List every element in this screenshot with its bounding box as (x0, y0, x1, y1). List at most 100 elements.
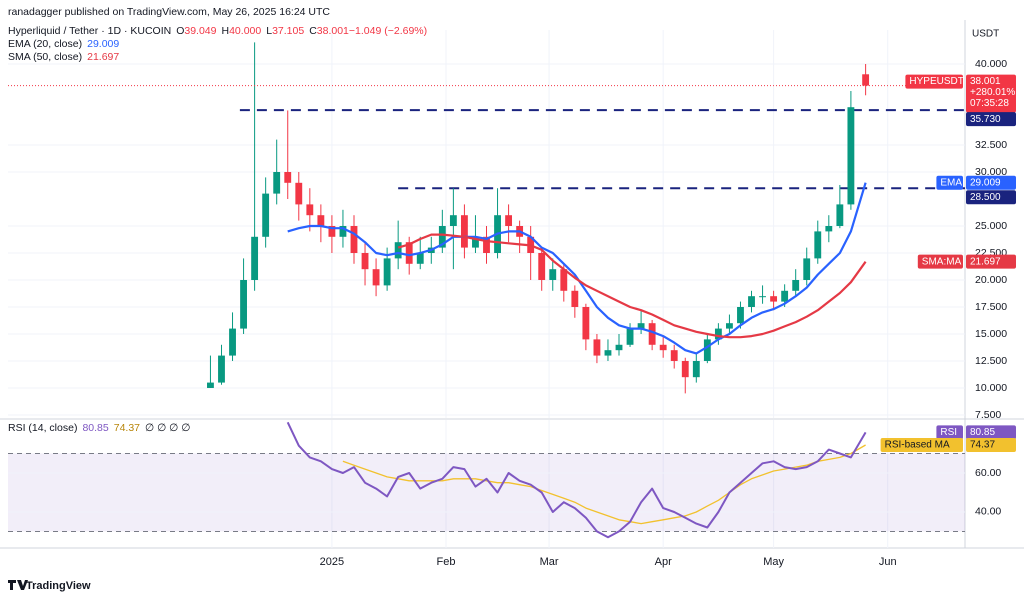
candle-body (218, 355, 225, 383)
y-tick-label: 40.000 (975, 58, 1007, 70)
series-tag-box (917, 254, 963, 269)
y-tick-label: 60.00 (975, 467, 1001, 479)
publisher: ranadagger published on TradingView.com,… (8, 6, 330, 18)
currency: USDT (972, 29, 999, 40)
candle-body (339, 225, 347, 237)
y-tick-label: 30.000 (975, 166, 1007, 178)
y-tick-label: 40.00 (975, 506, 1001, 518)
candle-body (438, 225, 446, 248)
last-price-name-box (905, 74, 963, 89)
quote-key: H (222, 25, 230, 37)
candle-body (847, 107, 855, 205)
candle-body (273, 172, 281, 194)
candle-body (383, 258, 391, 286)
level-label: 28.500 (970, 192, 1001, 203)
level-label-box (966, 112, 1016, 127)
candle-body (361, 252, 369, 270)
candle-body (681, 360, 689, 378)
y-tick-label: 17.500 (975, 301, 1007, 313)
candle-body (229, 328, 236, 356)
candle-body (814, 231, 822, 259)
candle-body (703, 339, 711, 361)
symbol-legend: Hyperliquid / Tether · 1D · KUCOIN O39.04… (8, 25, 427, 37)
series-legend: EMA (20, close) 29.009 (8, 38, 119, 50)
candle-body (604, 350, 612, 356)
level-label: 35.730 (970, 114, 1001, 125)
series-tag: EMA (940, 177, 962, 188)
candle-body (726, 323, 733, 329)
quote-value: 40.000 (229, 25, 261, 37)
candle-body (240, 279, 247, 329)
rsi-line (286, 421, 867, 539)
series-legend-value: 29.009 (87, 38, 119, 50)
candle-body (251, 236, 259, 280)
series-value-box (966, 254, 1016, 269)
y-tick-label: 15.000 (975, 328, 1007, 340)
y-tick-label: 25.000 (975, 220, 1007, 232)
rsi-ma-value-box (966, 437, 1016, 452)
candle-body (692, 360, 700, 378)
candle-body (350, 225, 358, 253)
rsi-band (8, 453, 965, 532)
candle-body (836, 204, 844, 226)
candle-body (770, 296, 778, 302)
candle-body (781, 290, 789, 302)
candle-body (659, 344, 667, 351)
candle-body (626, 328, 634, 345)
y-tick-label: 12.500 (975, 355, 1007, 367)
series-value: 29.009 (970, 177, 1001, 188)
candle-body (295, 182, 303, 205)
series-legend-value: 21.697 (87, 51, 119, 63)
y-tick-label: 20.000 (975, 274, 1007, 286)
series-name: EMA (20, close) (8, 38, 82, 50)
candle-body (637, 323, 645, 329)
series-value: 21.697 (970, 256, 1001, 267)
candle-body (714, 328, 722, 340)
y-tick-label: 32.500 (975, 139, 1007, 151)
x-tick-label: Apr (655, 556, 672, 568)
candle-body (372, 269, 380, 286)
last-price-countdown: 07:35:28 (970, 98, 1009, 109)
candle-body (472, 236, 479, 248)
candle-body (571, 290, 579, 307)
series-legend: SMA (50, close) 21.697 (8, 51, 119, 63)
quote-value: 37.105 (272, 25, 304, 37)
candle-body (284, 172, 292, 183)
quote-key: L (266, 25, 272, 37)
candle-body (483, 236, 490, 253)
candle-body (207, 382, 214, 388)
rsi-tag: RSI (940, 427, 957, 438)
rsi-legend: RSI (14, close) 80.85 74.37 ∅ ∅ ∅ ∅ (8, 422, 190, 434)
candle-body (328, 225, 336, 237)
candle-body (317, 215, 325, 226)
candle-body (803, 258, 811, 280)
candle-body (394, 242, 402, 259)
candle-body (737, 306, 744, 324)
y-tick-label: 10.000 (975, 382, 1007, 394)
y-tick-label: 22.500 (975, 247, 1007, 259)
candle-body (416, 252, 424, 264)
candle-body (449, 215, 457, 226)
y-tick-label: 7.500 (975, 409, 1001, 421)
candle-body (862, 74, 870, 86)
last-price: 38.001 (970, 76, 1001, 87)
series-value-box (966, 175, 1016, 190)
candle-body (505, 215, 513, 226)
series-tag: SMA:MA (922, 256, 962, 267)
rsi-name: RSI (14, close) (8, 422, 77, 434)
candle-body (648, 323, 656, 345)
rsi-ma-legend-value: 74.37 (114, 422, 140, 434)
candle-body (825, 225, 833, 232)
x-tick-label: May (763, 556, 784, 568)
indicator-line (397, 233, 867, 339)
rsi-value-box (966, 425, 1016, 440)
quote-key: O (176, 25, 184, 37)
logo-icon (8, 580, 28, 590)
candle-body (560, 269, 568, 291)
quote-value: 39.049 (184, 25, 216, 37)
candle-body (262, 193, 270, 237)
candle-body (670, 350, 678, 361)
x-tick-label: Feb (437, 556, 456, 568)
